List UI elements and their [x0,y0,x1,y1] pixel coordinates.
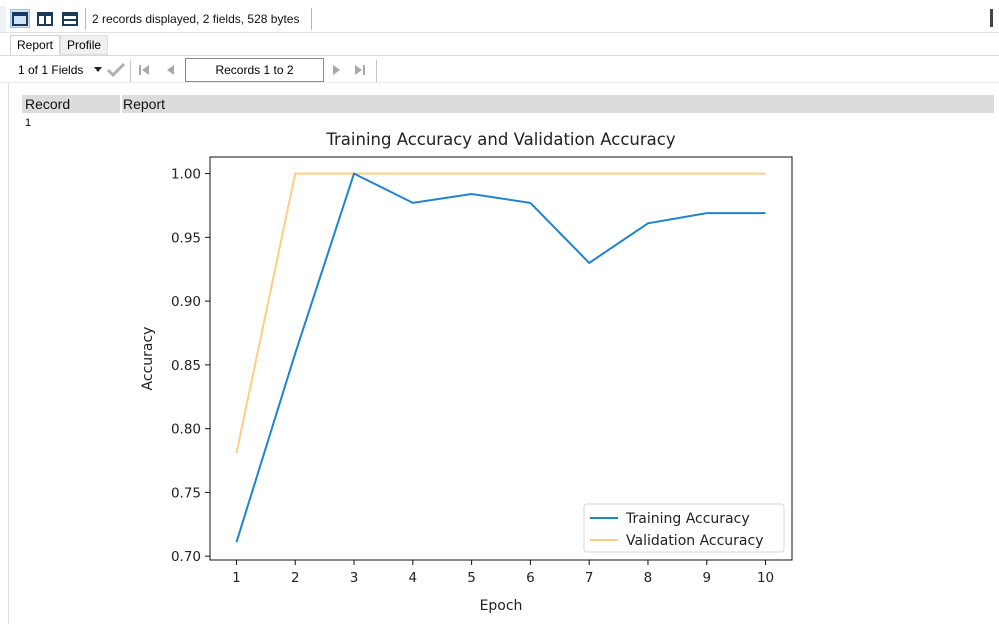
tab-profile[interactable]: Profile [60,35,109,55]
x-tick-label: 1 [232,570,241,586]
x-tick-label: 2 [291,570,300,586]
tab-report[interactable]: Report [10,35,61,55]
chart-title: Training Accuracy and Validation Accurac… [325,130,675,149]
column-header-report[interactable]: Report [123,96,166,112]
x-tick-label: 3 [350,570,359,586]
panel-edge-marker [990,9,993,27]
checkmark-icon[interactable] [106,62,126,78]
x-tick-label: 7 [585,570,594,586]
training-accuracy-line [235,172,766,543]
nav-divider [376,60,377,82]
chevron-down-icon[interactable] [94,67,102,72]
top-toolbar: 2 records displayed, 2 fields, 528 bytes [0,0,999,33]
x-tick-label: 4 [409,570,418,586]
tabs-divider [0,55,999,56]
y-tick-label: 0.90 [171,294,201,310]
column-header-record[interactable]: Record [25,96,71,112]
x-tick-label: 9 [702,570,711,586]
x-tick-label: 10 [757,570,774,586]
nav-divider-line [0,82,999,83]
y-tick-label: 0.85 [171,358,201,374]
split-columns-icon [37,11,53,26]
first-record-icon[interactable] [137,63,151,77]
last-record-icon[interactable] [353,63,367,77]
x-tick-label: 8 [644,570,653,586]
x-axis-label: Epoch [480,598,523,614]
y-tick-label: 0.80 [171,422,201,438]
y-tick-label: 0.95 [171,230,201,246]
split-columns-button[interactable] [35,9,55,28]
records-status: 2 records displayed, 2 fields, 528 bytes [92,12,300,26]
validation-accuracy-line [235,172,766,454]
fields-selector[interactable]: 1 of 1 Fields [18,63,84,77]
grid-header: Record Report [22,95,994,113]
nav-divider [130,60,131,82]
previous-record-icon[interactable] [164,63,176,77]
accuracy-chart: Training Accuracy and Validation Accurac… [140,130,793,614]
next-record-icon[interactable] [331,63,343,77]
split-rows-button[interactable] [60,9,80,28]
record-number: 1 [25,117,32,129]
y-tick-label: 0.75 [171,485,201,501]
x-tick-label: 6 [526,570,535,586]
toolbar-divider [85,8,86,30]
output-tabs: Report Profile [10,35,109,55]
y-axis-label: Accuracy [140,327,156,391]
records-range-field[interactable]: Records 1 to 2 [185,58,324,82]
toolbar-edge [0,6,6,32]
split-rows-icon [62,11,78,26]
plot-area [209,156,793,561]
toolbar-divider [311,8,312,30]
single-view-button[interactable] [10,9,30,28]
panel-left-border [8,83,9,624]
y-tick-label: 1.00 [171,167,201,183]
single-view-icon [12,11,28,26]
record-navigation: 1 of 1 Fields Records 1 to 2 [0,57,999,83]
column-separator[interactable] [120,95,122,113]
y-tick-label: 0.70 [171,549,201,565]
legend-label: Validation Accuracy [626,533,764,549]
chart-legend [583,503,785,553]
x-tick-label: 5 [467,570,476,586]
legend-label: Training Accuracy [625,511,750,527]
